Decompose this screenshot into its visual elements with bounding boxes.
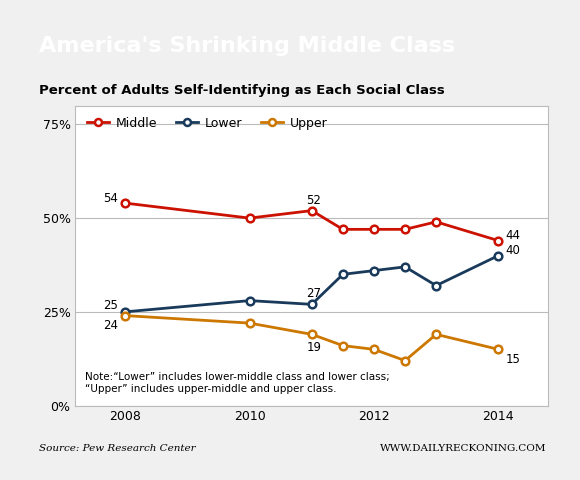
Text: 52: 52 (306, 193, 321, 207)
Text: 40: 40 (505, 244, 520, 257)
Text: 15: 15 (505, 353, 520, 366)
Text: 25: 25 (103, 299, 118, 312)
Text: Note:“Lower” includes lower-middle class and lower class;
“Upper” includes upper: Note:“Lower” includes lower-middle class… (85, 372, 390, 394)
Text: 24: 24 (103, 320, 118, 333)
Text: WWW.DAILYRECKONING.COM: WWW.DAILYRECKONING.COM (380, 444, 546, 453)
Text: Percent of Adults Self-Identifying as Each Social Class: Percent of Adults Self-Identifying as Ea… (39, 84, 445, 96)
Text: 54: 54 (103, 192, 118, 204)
Text: America's Shrinking Middle Class: America's Shrinking Middle Class (39, 36, 455, 56)
Legend: Middle, Lower, Upper: Middle, Lower, Upper (82, 112, 332, 135)
Text: 19: 19 (306, 341, 321, 354)
Text: Source: Pew Research Center: Source: Pew Research Center (39, 444, 196, 453)
Text: 27: 27 (306, 288, 321, 300)
Text: 44: 44 (505, 229, 520, 242)
